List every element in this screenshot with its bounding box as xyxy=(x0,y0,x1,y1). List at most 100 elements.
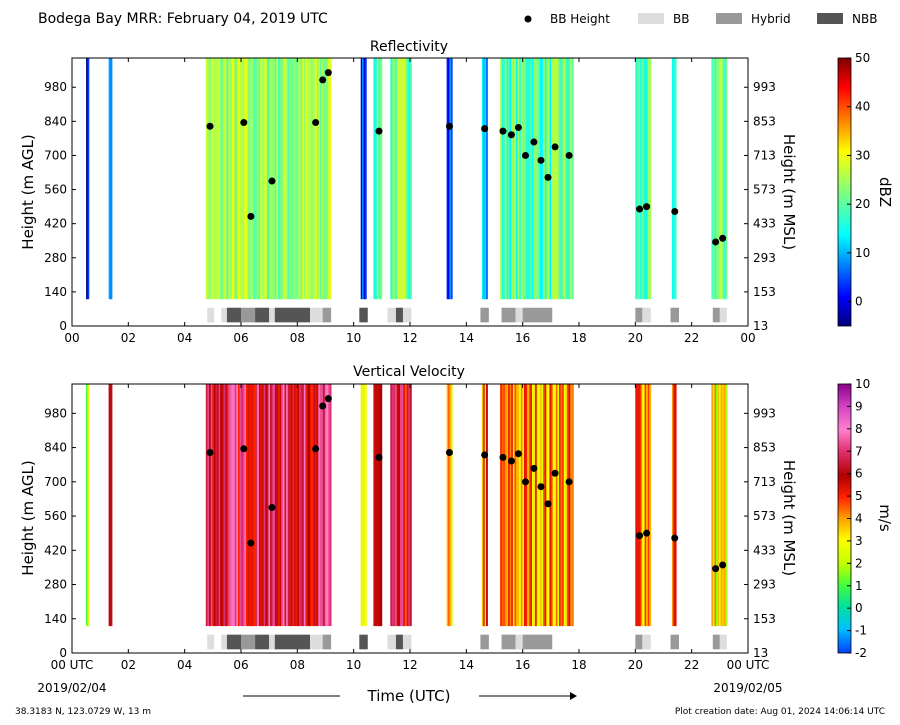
bb-type-segment-bb xyxy=(221,307,227,323)
x-tick-label: 06 xyxy=(233,658,248,672)
colorbar-tick-label: 0 xyxy=(855,295,863,309)
bb-height-point xyxy=(544,500,552,508)
y-tick-label: 280 xyxy=(44,578,67,592)
echo-stripe xyxy=(319,58,322,300)
colorbar-tick-label: 0 xyxy=(855,601,863,615)
echo-stripe xyxy=(714,384,717,627)
plot-creation-date: Plot creation date: Aug 01, 2024 14:06:1… xyxy=(675,707,885,717)
echo-stripe xyxy=(318,58,321,300)
echo-stripe xyxy=(300,58,303,300)
echo-stripe xyxy=(565,384,568,627)
echo-stripe xyxy=(274,58,277,300)
echo-stripe xyxy=(398,384,401,627)
y-tick-label-right: 293 xyxy=(753,251,776,265)
reflectivity-echo-layer xyxy=(86,58,728,300)
echo-stripe xyxy=(297,58,300,300)
echo-stripe xyxy=(229,58,232,300)
bb-height-point xyxy=(247,212,255,220)
y-tick-label: 0 xyxy=(59,319,67,333)
reflectivity-colorbar-ticks: 0 10 20 30 40 50 xyxy=(847,51,870,309)
echo-stripe xyxy=(486,58,488,300)
legend-label-bb-height: BB Height xyxy=(550,12,610,26)
y-tick-label-right: 433 xyxy=(753,217,776,231)
colorbar-tick-label: 7 xyxy=(855,444,863,458)
colorbar-tick-label: 9 xyxy=(855,399,863,413)
echo-stripe xyxy=(380,58,383,300)
echo-stripe xyxy=(254,384,257,627)
y-tick-label: 560 xyxy=(44,509,67,523)
echo-stripe xyxy=(517,384,520,627)
echo-stripe xyxy=(292,58,295,300)
bb-type-segment-nbb xyxy=(395,307,403,323)
reflectivity-bb-type-bar xyxy=(207,307,727,323)
reflectivity-ylabel-right: Height (m MSL) xyxy=(780,134,798,250)
echo-stripe xyxy=(530,58,533,300)
echo-stripe xyxy=(509,58,512,300)
echo-stripe xyxy=(284,58,287,300)
bb-type-segment-hybrid xyxy=(480,634,489,650)
bb-height-point xyxy=(719,234,727,242)
echo-stripe xyxy=(535,58,538,300)
y-tick-label-right: 573 xyxy=(753,183,776,197)
y-tick-label-right: 573 xyxy=(753,509,776,523)
echo-stripe xyxy=(725,58,728,300)
echo-stripe xyxy=(318,384,321,627)
echo-stripe xyxy=(307,384,310,627)
bb-height-point xyxy=(507,131,515,139)
bb-type-segment-nbb xyxy=(255,634,270,650)
echo-stripe xyxy=(568,58,571,300)
echo-stripe xyxy=(310,58,313,300)
echo-stripe xyxy=(401,384,404,627)
echo-stripe xyxy=(506,58,509,300)
velocity-title: Vertical Velocity xyxy=(353,364,465,380)
bb-type-segment-bb xyxy=(310,307,323,323)
echo-stripe xyxy=(326,58,329,300)
echo-stripe xyxy=(503,384,506,627)
echo-stripe xyxy=(228,384,231,627)
echo-stripe xyxy=(562,384,565,627)
y-tick-label: 420 xyxy=(44,543,67,557)
echo-stripe xyxy=(528,384,531,627)
echo-stripe xyxy=(560,384,563,627)
echo-stripe xyxy=(263,384,266,627)
y-tick-label-right: 993 xyxy=(753,406,776,420)
echo-stripe xyxy=(396,384,399,627)
echo-stripe xyxy=(539,384,542,627)
x-tick-label: 10 xyxy=(346,658,361,672)
bb-height-point xyxy=(481,125,489,133)
x-tick-label: 20 xyxy=(628,331,643,345)
echo-stripe xyxy=(286,58,289,300)
echo-stripe xyxy=(289,384,292,627)
bb-type-segment-hybrid xyxy=(241,634,256,650)
echo-stripe xyxy=(559,384,562,627)
echo-stripe xyxy=(218,58,221,300)
echo-stripe xyxy=(636,384,639,627)
echo-stripe xyxy=(516,384,519,627)
echo-stripe xyxy=(326,384,329,627)
echo-stripe xyxy=(512,384,515,627)
bb-height-point xyxy=(312,445,320,453)
echo-stripe xyxy=(448,58,450,300)
echo-stripe xyxy=(373,58,376,300)
x-tick-label: 00 xyxy=(740,331,755,345)
echo-stripe xyxy=(403,58,406,300)
echo-stripe xyxy=(282,58,285,300)
time-arrow-head xyxy=(570,692,577,700)
echo-stripe xyxy=(226,384,229,627)
echo-stripe xyxy=(207,384,210,627)
echo-stripe xyxy=(279,384,282,627)
bb-height-point xyxy=(671,207,679,215)
echo-stripe xyxy=(514,58,517,300)
colorbar-tick-label: 10 xyxy=(855,377,870,391)
echo-stripe xyxy=(207,58,210,300)
echo-stripe xyxy=(562,58,565,300)
bb-height-point xyxy=(268,504,276,511)
legend-swatch-nbb xyxy=(817,13,843,24)
echo-stripe xyxy=(390,58,393,300)
echo-stripe xyxy=(362,384,364,627)
echo-stripe xyxy=(517,58,520,300)
echo-stripe xyxy=(215,58,218,300)
bb-height-point xyxy=(445,122,453,130)
bb-type-segment-bb xyxy=(642,307,651,323)
echo-stripe xyxy=(567,58,569,300)
